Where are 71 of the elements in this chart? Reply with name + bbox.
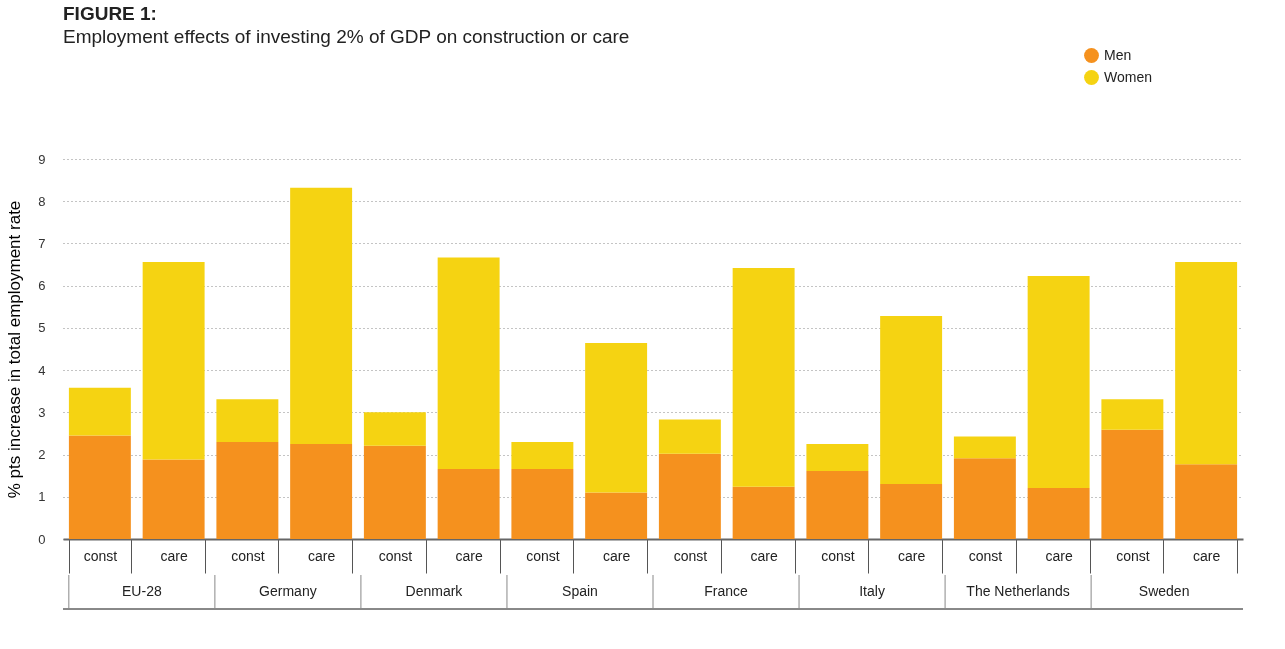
x-tick-label: care — [1193, 547, 1221, 564]
bar — [1101, 399, 1164, 430]
bar — [806, 471, 869, 539]
bar — [437, 257, 500, 469]
bar — [142, 262, 205, 460]
bar — [880, 316, 943, 485]
bar — [1027, 275, 1090, 488]
bar — [511, 468, 574, 539]
y-tick-label: 4 — [38, 362, 46, 378]
x-tick-label: const — [526, 547, 560, 564]
bar — [953, 436, 1016, 459]
text: Germany — [259, 583, 317, 599]
bar — [658, 419, 721, 454]
bar — [806, 444, 869, 472]
x-tick-label: care — [1045, 547, 1073, 564]
bar — [1027, 487, 1090, 539]
legend-label: Men — [1104, 46, 1132, 63]
x-tick-label: const — [83, 547, 118, 564]
x-tick-label: const — [1116, 547, 1150, 564]
x-tick-label: care — [160, 547, 188, 564]
y-tick-label: 3 — [38, 404, 46, 420]
bar — [511, 441, 574, 469]
y-axis-title: % pts increase in total employment rate — [5, 200, 25, 499]
chart-title: FIGURE 1: — [63, 3, 157, 24]
bar — [1175, 464, 1238, 539]
y-tick-label: 7 — [38, 235, 46, 251]
x-tick-label: care — [603, 547, 631, 564]
x-tick-label: const — [821, 547, 855, 564]
text: Sweden — [1138, 583, 1190, 599]
bar — [732, 267, 795, 487]
text: France — [704, 583, 749, 599]
x-tick-label: const — [673, 547, 708, 564]
y-tick-label: 5 — [38, 320, 46, 336]
bar — [880, 484, 943, 539]
x-tick-label: const — [378, 547, 413, 564]
bar — [363, 412, 426, 446]
bar — [290, 187, 353, 444]
bar — [216, 441, 279, 539]
bar — [1175, 262, 1238, 465]
bar — [585, 343, 648, 493]
x-tick-label: care — [455, 547, 483, 564]
x-tick-label: const — [231, 547, 265, 564]
text: Spain — [562, 583, 598, 599]
x-tick-label: care — [308, 547, 336, 564]
y-tick-label: 8 — [38, 193, 46, 209]
legend-label: Women — [1104, 68, 1152, 85]
text: Denmark — [405, 583, 464, 599]
text: EU-28 — [122, 583, 162, 599]
bar — [363, 445, 426, 539]
chart-subtitle: Employment effects of investing 2% of GDP on construction or care — [63, 26, 630, 47]
bar — [68, 435, 131, 539]
text: Italy — [859, 583, 885, 599]
bar — [1101, 429, 1164, 539]
y-tick-label: 6 — [38, 278, 46, 294]
bar — [290, 444, 353, 539]
y-tick-label: 1 — [38, 489, 46, 505]
bar — [732, 486, 795, 539]
text: The Netherlands — [966, 583, 1070, 599]
bar — [585, 492, 648, 539]
bar — [216, 399, 279, 442]
y-tick-label: 9 — [38, 151, 46, 167]
bar — [437, 468, 500, 539]
bar — [658, 453, 721, 539]
bar — [953, 458, 1016, 539]
x-tick-label: const — [968, 547, 1003, 564]
bar — [142, 459, 205, 539]
bar — [68, 387, 131, 436]
x-tick-label: care — [898, 547, 926, 564]
y-tick-label: 2 — [38, 447, 46, 463]
y-tick-label: 0 — [38, 531, 46, 547]
x-tick-label: care — [750, 547, 778, 564]
